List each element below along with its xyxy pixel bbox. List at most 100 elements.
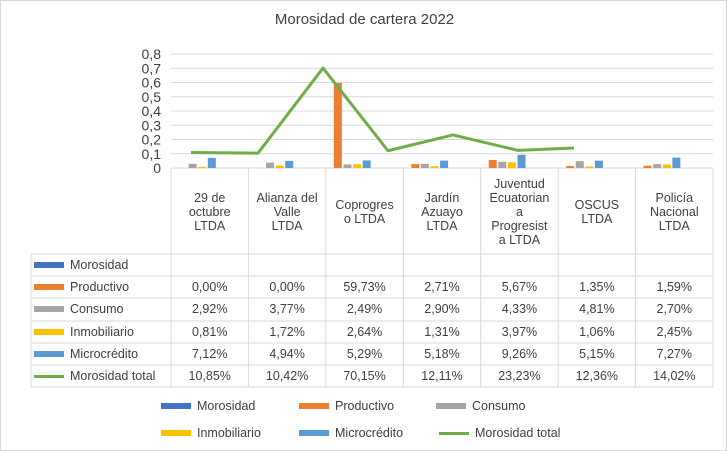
table-cell: 7,27% (656, 347, 692, 361)
chart-title: Morosidad de cartera 2022 (274, 11, 455, 28)
table-cell: 10,85% (188, 369, 231, 383)
y-tick-label: 0,7 (142, 60, 162, 76)
bar-productivo (333, 82, 342, 168)
bar-consumo (420, 163, 429, 168)
table-row-label: Consumo (34, 298, 124, 320)
bar-consumo (575, 161, 584, 168)
table-cell: 3,97% (501, 325, 538, 339)
table-cell: 1,72% (269, 325, 305, 339)
category-label: 29 de octubre LTDA (188, 190, 231, 233)
table-row-label: Morosidad total (34, 365, 155, 387)
y-tick-label: 0,3 (142, 117, 162, 133)
table-cell: 5,18% (424, 347, 460, 361)
y-tick-label: 0 (153, 160, 161, 176)
table-row-label: Productivo (34, 276, 129, 298)
legend-key-icon (161, 430, 191, 436)
bar-microcrédito (207, 157, 216, 168)
category-label: Alianza del Valle LTDA (256, 190, 318, 233)
table-cell (248, 254, 325, 276)
bar-microcrédito (672, 157, 681, 168)
legend-item: Inmobiliario (161, 425, 261, 441)
bar-consumo (266, 162, 275, 168)
table-cell: 7,12% (191, 347, 228, 361)
legend-label: Inmobiliario (197, 426, 261, 440)
bar-microcrédito (440, 160, 449, 168)
table-cell: 2,71% (424, 280, 460, 294)
legend-label: Consumo (472, 399, 526, 413)
legend-key-icon (161, 403, 191, 409)
category-label: Coprogres o LTDA (335, 197, 394, 226)
table-cell: 2,92% (191, 302, 228, 316)
bar-inmobiliario (275, 165, 284, 168)
legend-key-icon (34, 374, 64, 378)
table-cell (558, 254, 635, 276)
table-cell: 1,31% (424, 325, 460, 339)
series-name: Consumo (70, 302, 124, 316)
legend-key-icon (439, 431, 469, 435)
table-cell: 1,35% (579, 280, 615, 294)
table-row-label: Inmobiliario (34, 321, 134, 343)
y-tick-label: 0,4 (142, 103, 162, 119)
series-name: Morosidad (70, 258, 129, 272)
table-cell: 12,36% (575, 369, 619, 383)
legend-item: Consumo (436, 398, 526, 414)
bar-consumo (498, 161, 507, 168)
legend-key-icon (299, 403, 329, 409)
bar-productivo (411, 164, 420, 168)
table-cell: 4,33% (501, 302, 538, 316)
bar-inmobiliario (353, 164, 362, 168)
table-cell: 1,06% (579, 325, 615, 339)
series-name: Productivo (70, 280, 130, 294)
bar-inmobiliario (198, 166, 207, 168)
legend-item: Microcrédito (299, 425, 403, 441)
bar-consumo (188, 163, 197, 168)
bar-inmobiliario (662, 164, 671, 168)
category-label: OSCUS LTDA (574, 197, 620, 226)
legend-key-icon (34, 351, 64, 357)
bar-productivo (488, 159, 497, 168)
category-label: Policía Nacional LTDA (649, 190, 699, 233)
table-cell: 5,67% (501, 280, 538, 294)
table-cell: 5,15% (579, 347, 615, 361)
legend-item: Morosidad total (439, 425, 560, 441)
bar-microcrédito (285, 160, 294, 168)
y-tick-label: 0,8 (142, 46, 162, 62)
legend-key-icon (34, 306, 64, 312)
legend-label: Productivo (335, 399, 395, 413)
table-cell: 2,90% (424, 302, 460, 316)
bar-productivo (643, 165, 652, 168)
table-cell: 1,59% (656, 280, 692, 294)
y-tick-label: 0,5 (142, 89, 162, 105)
y-tick-label: 0,6 (142, 75, 162, 91)
table-cell: 0,81% (191, 325, 228, 339)
legend-key-icon (299, 430, 329, 436)
table-cell (403, 254, 480, 276)
category-label: Juventud Ecuatorian a Progresist a LTDA (489, 176, 550, 247)
table-cell: 70,15% (343, 369, 386, 383)
bar-inmobiliario (430, 166, 439, 168)
table-cell: 10,42% (265, 369, 309, 383)
bar-microcrédito (362, 160, 371, 168)
category-label: Jardín Azuayo LTDA (421, 190, 463, 233)
bar-consumo (653, 164, 662, 168)
table-cell: 2,64% (346, 325, 383, 339)
table-cell (171, 254, 248, 276)
bar-microcrédito (594, 160, 603, 168)
legend-item: Productivo (299, 398, 394, 414)
legend-label: Microcrédito (335, 426, 404, 440)
table-cell: 4,94% (269, 347, 305, 361)
table-cell: 2,49% (346, 302, 383, 316)
line-morosidad-total (190, 66, 575, 155)
table-row-label: Microcrédito (34, 343, 138, 365)
table-cell: 2,70% (656, 302, 692, 316)
table-cell: 2,45% (656, 325, 692, 339)
series-name: Microcrédito (70, 347, 139, 361)
y-tick-label: 0,1 (142, 146, 162, 162)
table-cell: 5,29% (346, 347, 383, 361)
y-tick-label: 0,2 (142, 132, 162, 148)
bar-microcrédito (517, 154, 526, 168)
table-cell: 3,77% (269, 302, 305, 316)
legend-key-icon (34, 284, 64, 290)
